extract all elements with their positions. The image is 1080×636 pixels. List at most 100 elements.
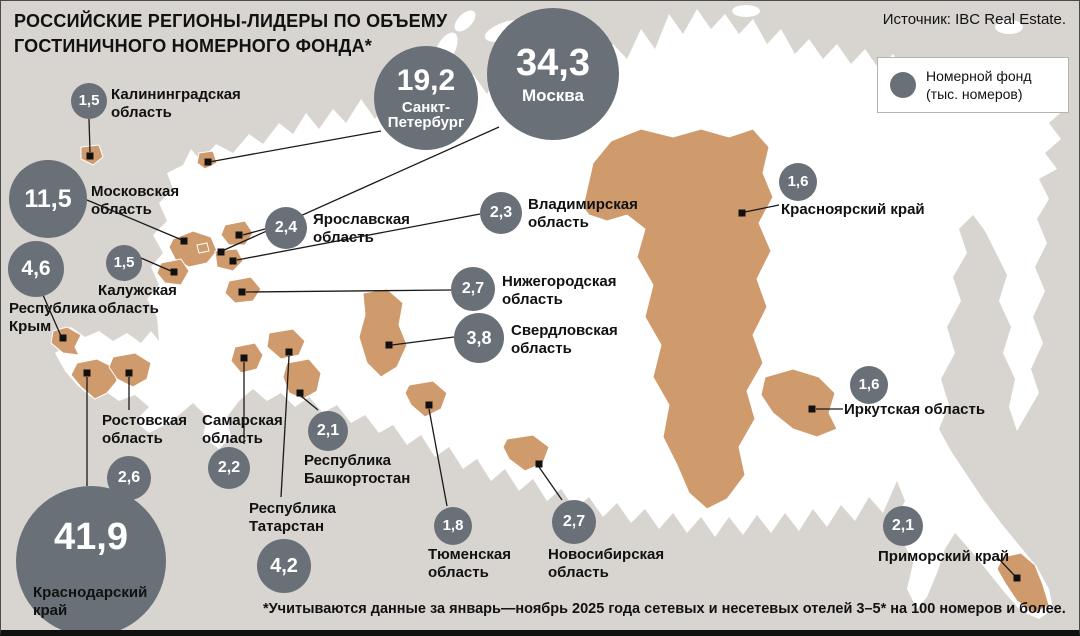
bubble-krasnodar: 41,9 bbox=[16, 486, 166, 630]
region-marker-moscow bbox=[217, 248, 225, 256]
region-marker-novosibirsk bbox=[535, 460, 543, 468]
label-kaluga: Калужская область bbox=[98, 282, 177, 317]
bubble-value: 1,5 bbox=[113, 254, 135, 272]
label-primorye: Приморский край bbox=[878, 548, 1010, 565]
bubble-value: 1,5 bbox=[78, 92, 100, 110]
bubble-krasnoyarsk: 1,6 bbox=[779, 163, 817, 201]
bubble-value: 34,3 bbox=[516, 41, 590, 84]
bubble-novosibirsk: 2,7 bbox=[552, 500, 596, 544]
region-marker-yaroslavl bbox=[235, 231, 243, 239]
bubble-region-name: Москва bbox=[522, 85, 584, 105]
bubble-value: 19,2 bbox=[396, 64, 456, 97]
bubble-value: 4,6 bbox=[21, 256, 51, 280]
bubble-kaluga: 1,5 bbox=[106, 245, 142, 281]
label-tatarstan: Республика Татарстан bbox=[249, 500, 337, 535]
region-marker-primorye bbox=[1013, 574, 1021, 582]
region-shape-primorye bbox=[996, 552, 1050, 614]
label-yaroslavl: Ярославская область bbox=[313, 211, 410, 246]
bubble-value: 41,9 bbox=[54, 516, 128, 559]
label-moscow-oblast: Московская область bbox=[91, 183, 180, 218]
region-marker-nizhny bbox=[238, 288, 246, 296]
region-marker-moscow-oblast bbox=[180, 237, 188, 245]
label-samara: Самарская область bbox=[202, 412, 283, 447]
label-kaliningrad: Калининградская область bbox=[111, 86, 241, 121]
bubble-value: 3,8 bbox=[466, 327, 492, 348]
bubble-value: 2,3 bbox=[489, 203, 513, 221]
region-marker-tatarstan bbox=[285, 348, 293, 356]
region-markers bbox=[59, 152, 1021, 582]
bubble-kaliningrad: 1,5 bbox=[71, 83, 107, 119]
bubble-tyumen: 1,8 bbox=[434, 507, 472, 545]
region-shape-moscow-city bbox=[196, 242, 210, 254]
bubble-value: 2,6 bbox=[117, 468, 141, 486]
legend-bubble-icon bbox=[890, 72, 916, 98]
label-irkutsk: Иркутская область bbox=[844, 401, 986, 418]
legend-box: Номерной фонд (тыс. номеров) bbox=[877, 57, 1069, 113]
region-marker-bashkortostan bbox=[296, 389, 304, 397]
region-marker-tyumen bbox=[425, 401, 433, 409]
region-marker-spb bbox=[204, 158, 212, 166]
region-marker-vladimir bbox=[229, 257, 237, 265]
bubble-rostov: 2,6 bbox=[107, 456, 151, 500]
bubble-spb: 19,2 Санкт- Петербург bbox=[374, 46, 478, 150]
bubble-sverdlovsk: 3,8 bbox=[454, 313, 504, 363]
bubble-crimea: 4,6 bbox=[8, 241, 64, 297]
bubble-value: 1,8 bbox=[442, 517, 464, 535]
bubble-value: 1,6 bbox=[787, 173, 809, 191]
label-rostov: Ростовская область bbox=[102, 412, 188, 447]
region-marker-krasnodar bbox=[83, 369, 91, 377]
label-nizhny: Нижегородская область bbox=[502, 273, 617, 308]
label-krasnoyarsk: Красноярский край bbox=[781, 201, 925, 218]
bubble-value: 4,2 bbox=[270, 554, 298, 577]
label-bashkortostan: Республика Башкортостан bbox=[304, 452, 411, 487]
bubble-nizhny: 2,7 bbox=[451, 267, 495, 311]
region-marker-crimea bbox=[59, 334, 67, 342]
label-tyumen: Тюменская область bbox=[428, 546, 512, 581]
region-shape-krasnodar bbox=[70, 358, 118, 400]
label-crimea: Республика Крым bbox=[9, 300, 97, 335]
region-marker-kaluga bbox=[170, 268, 178, 276]
region-shape-tatarstan bbox=[266, 328, 306, 360]
region-marker-samara bbox=[240, 354, 248, 362]
bubble-yaroslavl: 2,4 bbox=[265, 207, 307, 249]
page-title: РОССИЙСКИЕ РЕГИОНЫ-ЛИДЕРЫ ПО ОБЪЕМУ ГОСТ… bbox=[14, 11, 448, 57]
region-shape-sverdlovsk bbox=[358, 288, 408, 378]
bubble-value: 2,7 bbox=[461, 279, 485, 297]
highlight-regions bbox=[50, 128, 1050, 614]
source-credit: Источник: IBC Real Estate. bbox=[882, 11, 1066, 28]
bubble-samara: 2,2 bbox=[208, 447, 250, 489]
label-krasnodar: Краснодарский край bbox=[33, 584, 148, 619]
bubble-irkutsk: 1,6 bbox=[850, 366, 888, 404]
legend-label: Номерной фонд (тыс. номеров) bbox=[926, 67, 1032, 102]
region-shape-bashkortostan bbox=[282, 358, 322, 400]
bubble-region-name: Санкт- Петербург bbox=[387, 98, 465, 132]
bubble-primorye: 2,1 bbox=[883, 506, 923, 546]
bubble-bashkortostan: 2,1 bbox=[308, 411, 348, 451]
bubble-moscow: 34,3 Москва bbox=[487, 8, 619, 140]
region-marker-kaliningrad bbox=[86, 152, 94, 160]
footnote: *Учитываются данные за январь—ноябрь 202… bbox=[263, 601, 1066, 617]
label-sverdlovsk: Свердловская область bbox=[511, 322, 618, 357]
bubble-value: 11,5 bbox=[24, 184, 72, 213]
bubble-tatarstan: 4,2 bbox=[257, 539, 311, 593]
bubble-value: 2,7 bbox=[562, 512, 586, 530]
region-marker-krasnoyarsk bbox=[738, 209, 746, 217]
region-shape-krasnoyarsk bbox=[582, 128, 774, 510]
bubble-value: 2,2 bbox=[217, 458, 241, 476]
russia-landmass bbox=[55, 9, 1065, 619]
region-shape-tyumen bbox=[404, 380, 448, 418]
label-vladimir: Владимирская область bbox=[528, 196, 638, 231]
bubble-vladimir: 2,3 bbox=[480, 192, 522, 234]
bubble-value: 2,4 bbox=[274, 218, 298, 236]
bubble-value: 1,6 bbox=[858, 376, 880, 394]
bubble-moscow-oblast: 11,5 bbox=[9, 160, 87, 238]
region-marker-irkutsk bbox=[808, 405, 816, 413]
bubble-value: 2,1 bbox=[316, 421, 340, 439]
bubble-value: 2,1 bbox=[891, 516, 915, 534]
region-marker-rostov bbox=[125, 369, 133, 377]
label-novosibirsk: Новосибирская область bbox=[548, 546, 665, 581]
region-shape-irkutsk bbox=[760, 368, 838, 438]
region-marker-sverdlovsk bbox=[385, 341, 393, 349]
